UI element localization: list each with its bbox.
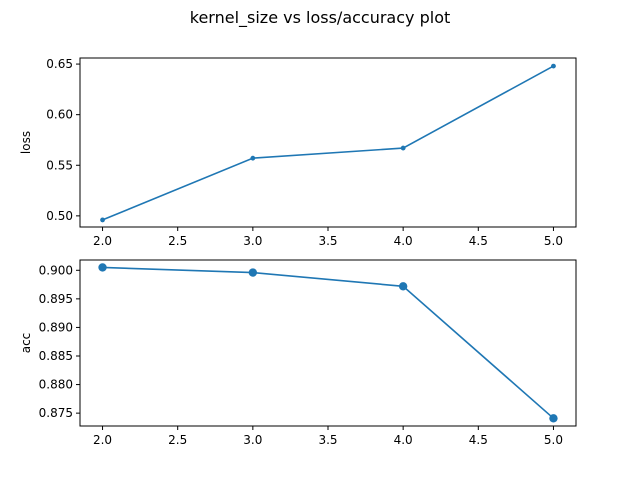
chart-2-x-tick-label: 3.0 <box>243 433 262 447</box>
chart-1-data-point <box>100 217 105 223</box>
chart-2-data-point <box>98 263 107 272</box>
chart-2-x-tick-label: 2.0 <box>93 433 112 447</box>
chart-2-x-tick-label: 4.0 <box>394 433 413 447</box>
chart-1-y-tick-label: 0.50 <box>46 209 73 223</box>
chart-2-y-tick-label: 0.880 <box>39 378 73 392</box>
chart-1-x-tick-label: 4.5 <box>469 234 488 248</box>
chart-1-y-tick-label: 0.60 <box>46 108 73 122</box>
chart-2-y-tick-label: 0.885 <box>39 349 73 363</box>
chart-2-data-point <box>248 268 258 277</box>
chart-1-x-tick-label: 2.0 <box>93 234 112 248</box>
chart-1-x-tick-label: 4.0 <box>394 234 413 248</box>
chart-1-data-point <box>250 155 256 161</box>
chart-2-y-tick-label: 0.895 <box>39 292 73 306</box>
chart-1-x-tick-label: 2.5 <box>168 234 187 248</box>
chart-2-y-axis-label: acc <box>19 333 33 354</box>
chart-2-data-point <box>398 282 408 291</box>
chart-1-y-tick-label: 0.55 <box>46 158 73 172</box>
chart-1-series-line <box>102 65 554 221</box>
chart-1-axes-frame <box>79 57 577 228</box>
chart-1-y-tick-label: 0.65 <box>46 57 73 71</box>
chart-1-data-point <box>551 63 556 69</box>
chart-2-series-line <box>102 266 554 419</box>
chart-2-x-tick-label: 4.5 <box>469 433 488 447</box>
chart-2-axes-frame <box>79 259 577 427</box>
chart-2-x-tick-label: 3.5 <box>318 433 337 447</box>
chart-2-data-point <box>549 414 558 423</box>
chart-1-y-axis-label: loss <box>19 131 33 154</box>
chart-2-y-tick-label: 0.875 <box>39 406 73 420</box>
chart-2-y-tick-label: 0.900 <box>39 263 73 277</box>
chart-1-x-tick-label: 5.0 <box>544 234 563 248</box>
chart-1-data-point <box>400 145 406 151</box>
chart-1-x-tick-label: 3.0 <box>243 234 262 248</box>
figure-title: kernel_size vs loss/accuracy plot <box>189 8 451 27</box>
chart-2-x-tick-label: 2.5 <box>168 433 187 447</box>
chart-2-y-tick-label: 0.890 <box>39 320 73 334</box>
chart-2-x-tick-label: 5.0 <box>544 433 563 447</box>
chart-1-x-tick-label: 3.5 <box>318 234 337 248</box>
